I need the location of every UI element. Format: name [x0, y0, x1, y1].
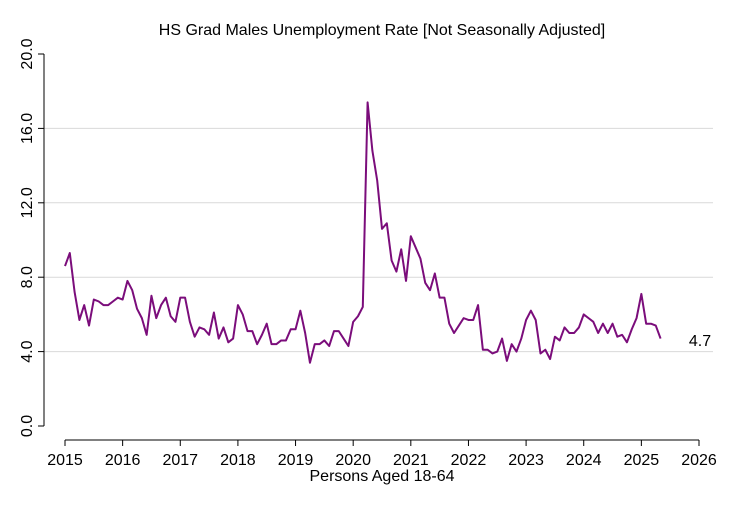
- x-tick-label: 2015: [47, 452, 83, 469]
- y-tick-label: 0.0: [19, 415, 36, 437]
- y-axis-ticks: 0.0 4.0 8.0 12.0 16.0 20.0: [19, 38, 44, 437]
- x-tick-label: 2018: [220, 452, 256, 469]
- x-tick-label: 2019: [278, 452, 314, 469]
- x-tick-label: 2024: [566, 452, 602, 469]
- x-axis-ticks: 2015 2016 2017 2018 2019 2020 2021 2022 2023 2024…: [47, 440, 717, 469]
- x-tick-label: 2020: [335, 452, 371, 469]
- x-tick-label: 2022: [451, 452, 487, 469]
- x-axis-title: Persons Aged 18-64: [310, 468, 455, 485]
- y-tick-label: 12.0: [19, 187, 36, 218]
- x-tick-label: 2017: [162, 452, 198, 469]
- x-tick-label: 2025: [624, 452, 660, 469]
- y-tick-label: 8.0: [19, 266, 36, 288]
- x-tick-label: 2016: [105, 452, 141, 469]
- chart-title: HS Grad Males Unemployment Rate [Not Sea…: [159, 22, 605, 39]
- last-value-label: 4.7: [689, 333, 711, 350]
- x-tick-label: 2026: [681, 452, 717, 469]
- y-tick-label: 16.0: [19, 113, 36, 144]
- y-tick-label: 20.0: [19, 38, 36, 69]
- x-tick-label: 2023: [508, 452, 544, 469]
- y-tick-label: 4.0: [19, 340, 36, 362]
- series-line: [64, 101, 662, 364]
- x-tick-label: 2021: [393, 452, 429, 469]
